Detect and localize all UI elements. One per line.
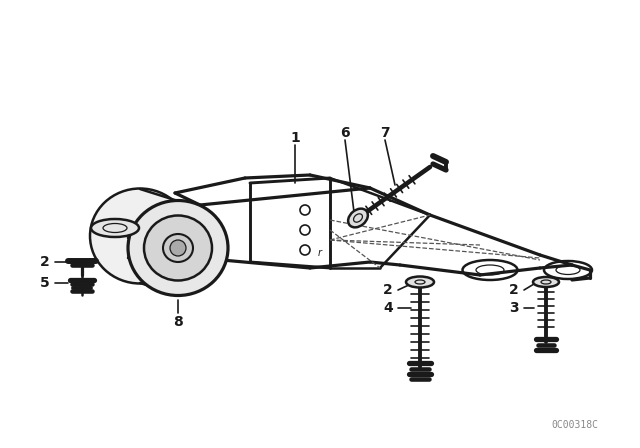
Ellipse shape — [533, 277, 559, 287]
Text: 2: 2 — [383, 283, 393, 297]
Ellipse shape — [406, 276, 434, 288]
Ellipse shape — [90, 189, 190, 284]
Circle shape — [170, 240, 186, 256]
Text: 6: 6 — [340, 126, 350, 140]
Text: 0C00318C: 0C00318C — [551, 420, 598, 430]
Text: 8: 8 — [173, 315, 183, 329]
Text: 2: 2 — [509, 283, 519, 297]
Text: 3: 3 — [509, 301, 519, 315]
Ellipse shape — [348, 209, 368, 227]
Ellipse shape — [128, 201, 228, 296]
Text: 2: 2 — [40, 255, 50, 269]
Text: 4: 4 — [383, 301, 393, 315]
Ellipse shape — [144, 215, 212, 280]
Text: 5: 5 — [40, 276, 50, 290]
Text: 7: 7 — [380, 126, 390, 140]
Text: r: r — [318, 248, 322, 258]
Text: 1: 1 — [290, 131, 300, 145]
Ellipse shape — [91, 219, 139, 237]
Ellipse shape — [163, 234, 193, 262]
